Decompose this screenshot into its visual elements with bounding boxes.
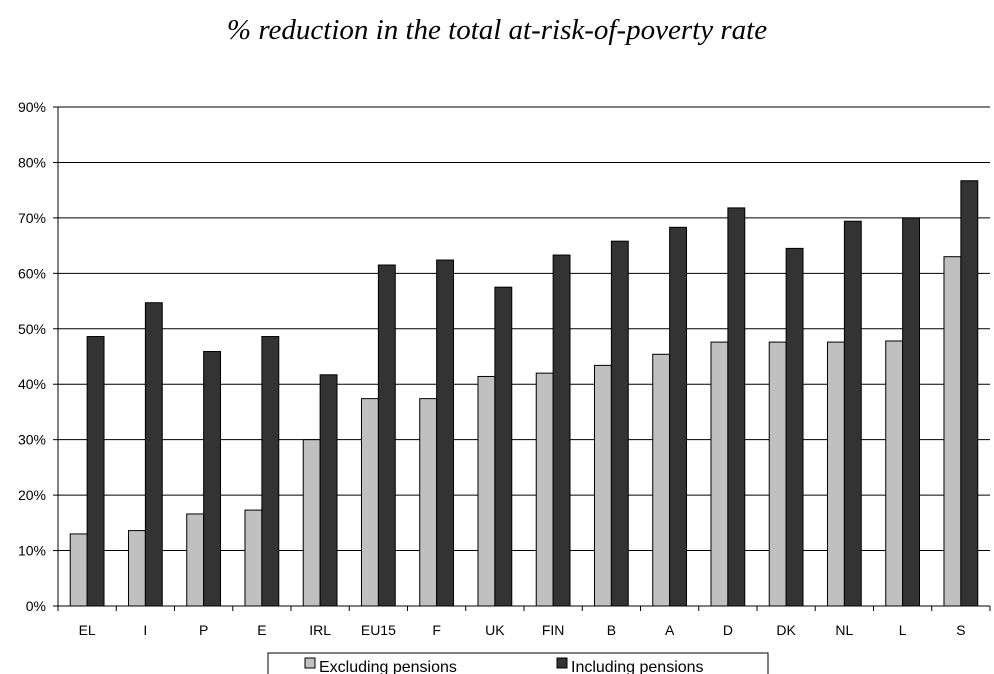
bar-excluding-uk [477,375,496,607]
x-tick-label: FIN [542,622,565,638]
bar-including-i [144,302,163,607]
x-tick-label: F [432,622,441,638]
legend-box [267,652,769,674]
bar-including-nl [843,220,862,607]
bar-including-dk [785,247,804,607]
y-tick-label: 40% [18,376,46,392]
x-tick-label: E [257,622,266,638]
bar-excluding-a [652,353,671,607]
x-tick-label: L [899,622,907,638]
bar-excluding-el [69,533,88,607]
x-tick-label: DK [776,622,796,638]
bar-excluding-l [885,340,904,607]
chart-title: % reduction in the total at-risk-of-pove… [226,14,768,46]
bar-excluding-e [244,509,263,607]
bar-including-e [261,336,280,607]
y-tick-label: 70% [18,210,46,226]
x-tick-label: S [956,622,965,638]
bar-excluding-p [186,513,205,607]
y-tick-label: 0% [26,598,46,614]
x-tick-label: I [143,622,147,638]
bar-excluding-i [127,530,146,607]
legend: Excluding pensions Including pensions [267,652,769,674]
bar-including-d [727,207,746,607]
legend-label: Excluding pensions [319,659,457,674]
y-tick-label: 80% [18,154,46,170]
legend-swatch [304,657,316,669]
bar-including-a [669,226,688,607]
bar-including-p [203,351,222,607]
bar-including-irl [319,374,338,607]
bar-including-s [960,180,979,607]
bar-including-b [610,240,629,607]
bar-excluding-nl [826,341,845,607]
bar-excluding-fin [535,372,554,607]
bar-excluding-eu15 [360,398,379,607]
bar-excluding-irl [302,439,321,607]
bar-including-f [436,259,455,607]
bar-excluding-f [419,398,438,607]
x-tick-label: D [723,622,733,638]
bar-excluding-b [593,364,612,607]
x-tick-label: IRL [309,622,331,638]
bar-excluding-d [710,341,729,607]
x-tick-label: B [607,622,616,638]
bar-including-fin [552,254,571,607]
legend-label: Including pensions [571,659,704,674]
y-tick-label: 10% [18,543,46,559]
x-tick-label: NL [835,622,853,638]
x-tick-label: UK [485,622,505,638]
x-tick-label: A [665,622,675,638]
bar-including-el [86,336,105,607]
bar-excluding-dk [768,341,787,607]
y-tick-label: 90% [18,99,46,115]
x-tick-label: EU15 [361,622,396,638]
legend-swatch [556,657,568,669]
bar-excluding-s [943,256,962,607]
y-tick-label: 20% [18,487,46,503]
y-tick-label: 60% [18,265,46,281]
y-tick-label: 50% [18,321,46,337]
bar-including-eu15 [377,264,396,607]
x-tick-label: EL [79,622,96,638]
x-tick-label: P [199,622,208,638]
y-tick-label: 30% [18,432,46,448]
bar-including-uk [494,286,513,607]
bar-including-l [902,217,921,607]
